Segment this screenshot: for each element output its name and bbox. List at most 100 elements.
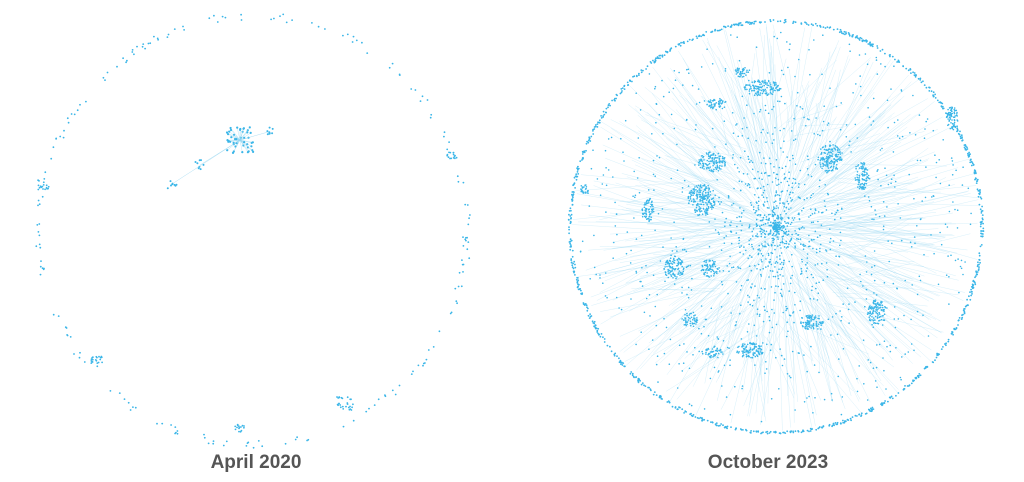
- ring-node: [456, 302, 458, 305]
- hub-cluster-node: [950, 109, 953, 111]
- ring-node: [104, 79, 106, 81]
- ring-node: [912, 71, 914, 74]
- network-edge: [751, 80, 775, 148]
- hub-cluster-node: [874, 310, 876, 313]
- network-edge: [820, 259, 910, 284]
- ring-node: [650, 389, 652, 392]
- hub-node: [229, 128, 233, 132]
- network-edge: [623, 230, 774, 353]
- hub-cluster-node: [750, 86, 752, 88]
- ring-node: [774, 431, 777, 434]
- interior-node: [793, 217, 796, 219]
- interior-node: [768, 316, 770, 318]
- interior-node: [767, 244, 770, 247]
- hub-node: [243, 141, 246, 144]
- ring-node: [953, 327, 956, 330]
- interior-node: [895, 347, 897, 349]
- ring-node: [930, 90, 933, 93]
- interior-node: [731, 204, 733, 206]
- ring-node: [62, 136, 65, 139]
- network-edge: [800, 123, 851, 126]
- interior-node: [823, 200, 826, 202]
- hub-cluster-node: [669, 260, 672, 262]
- caption-october-2023: October 2023: [707, 452, 829, 473]
- interior-node: [897, 203, 899, 205]
- hub-cluster-node: [829, 161, 832, 163]
- network-edge: [825, 141, 897, 205]
- hub-cluster-node: [830, 149, 832, 151]
- interior-node: [610, 136, 613, 139]
- interior-node: [815, 251, 818, 254]
- hub-cluster-node: [739, 71, 742, 73]
- hub-cluster-node: [643, 204, 646, 206]
- interior-node: [770, 286, 773, 288]
- network-edge: [777, 25, 813, 215]
- network-edge: [795, 222, 978, 229]
- ring-node: [691, 415, 694, 418]
- interior-node: [704, 318, 707, 321]
- interior-node: [764, 245, 766, 247]
- hub-node: [228, 130, 231, 133]
- hub-cluster-node: [711, 106, 713, 108]
- interior-node: [780, 247, 782, 249]
- ring-node: [37, 204, 39, 207]
- interior-node: [730, 230, 732, 233]
- interior-node: [812, 193, 814, 195]
- network-edge: [715, 270, 773, 383]
- ring-node: [419, 100, 422, 102]
- interior-node: [783, 232, 785, 235]
- network-edge: [668, 261, 752, 404]
- hub-cluster-node: [583, 186, 585, 188]
- hub-cluster-node: [686, 312, 688, 315]
- network-edge: [635, 125, 737, 214]
- ring-node: [970, 290, 973, 293]
- interior-node: [773, 35, 775, 38]
- ring-node: [425, 358, 428, 361]
- interior-node: [800, 270, 803, 273]
- interior-node: [757, 207, 759, 209]
- ring-node: [980, 212, 983, 214]
- interior-node: [761, 245, 764, 247]
- ring-node: [597, 327, 600, 330]
- hub-cluster-node: [821, 167, 823, 170]
- hub-cluster-node: [713, 204, 715, 206]
- ring-node: [975, 182, 978, 185]
- interior-node: [592, 149, 594, 151]
- hub-cluster-node: [827, 159, 829, 161]
- ring-node: [157, 38, 160, 41]
- ring-node: [579, 160, 582, 163]
- interior-node: [773, 171, 775, 174]
- ring-node: [589, 140, 592, 142]
- ring-node: [212, 440, 215, 442]
- ring-node: [132, 406, 134, 408]
- hub-cluster-node: [701, 160, 703, 162]
- network-edge: [663, 300, 732, 352]
- hub-cluster-node: [705, 353, 707, 355]
- interior-node: [923, 137, 926, 139]
- hub-cluster-node: [769, 86, 771, 88]
- interior-node: [763, 229, 765, 231]
- hub-cluster-node: [742, 351, 744, 354]
- hub-cluster-node: [808, 320, 811, 323]
- hub-cluster-node: [830, 162, 832, 165]
- hub-cluster-node: [877, 314, 879, 316]
- ring-node: [638, 72, 640, 75]
- interior-node: [756, 233, 759, 235]
- interior-node: [816, 263, 819, 265]
- network-graph-october-2023: [567, 18, 985, 435]
- network-edge: [832, 292, 883, 296]
- ring-node: [753, 22, 755, 25]
- ring-node: [914, 75, 917, 78]
- interior-node: [694, 346, 696, 349]
- interior-node: [950, 157, 953, 159]
- interior-node: [733, 187, 735, 190]
- interior-node: [858, 365, 860, 367]
- interior-node: [817, 220, 819, 223]
- hub-cluster-node: [643, 212, 646, 215]
- interior-node: [655, 363, 658, 366]
- network-edge: [786, 209, 917, 224]
- network-edge: [772, 24, 797, 121]
- ring-node: [52, 313, 55, 316]
- interior-node: [690, 289, 693, 291]
- interior-node: [766, 197, 768, 199]
